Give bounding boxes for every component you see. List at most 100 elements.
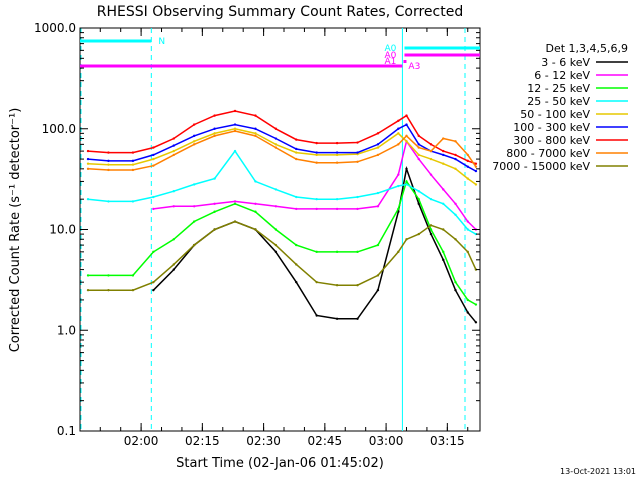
chart-title: RHESSI Observing Summary Count Rates, Co…	[97, 4, 463, 20]
series-point	[213, 127, 216, 130]
series-point	[274, 137, 278, 140]
series-point	[107, 163, 110, 166]
series-point	[474, 268, 478, 271]
x-tick-label: 02:00	[124, 434, 159, 448]
series-point	[86, 274, 90, 277]
series-point	[442, 137, 445, 140]
series-point	[405, 134, 408, 138]
series-point	[429, 173, 433, 176]
series-point	[466, 311, 469, 314]
series-point	[152, 207, 155, 211]
series-point	[254, 134, 257, 138]
series-point	[442, 188, 445, 191]
series-point	[417, 134, 420, 138]
series-point	[405, 114, 408, 117]
series-line-9	[88, 220, 477, 291]
series-point	[254, 127, 257, 130]
series-point	[315, 314, 318, 317]
series-point	[405, 167, 408, 171]
series-point	[295, 243, 298, 247]
flag-bar	[403, 60, 407, 63]
flag-label: N	[158, 37, 165, 47]
series-point	[254, 132, 257, 135]
series-point	[254, 202, 257, 205]
series-point	[454, 167, 457, 171]
legend-label: 3 - 6 keV	[541, 56, 590, 69]
series-point	[376, 153, 380, 157]
series-point	[295, 280, 298, 284]
series-point	[356, 207, 359, 211]
series-point	[152, 153, 155, 157]
series-point	[107, 159, 110, 163]
series-point	[417, 202, 420, 205]
series-point	[315, 151, 318, 154]
series-point	[429, 232, 433, 236]
series-point	[454, 238, 457, 241]
series-point	[405, 238, 408, 241]
series-point	[442, 149, 445, 153]
series-point	[131, 200, 135, 203]
series-point	[356, 141, 359, 144]
series-point	[172, 189, 175, 193]
series-point	[233, 123, 237, 126]
series-point	[376, 205, 380, 208]
series-point	[417, 189, 420, 193]
series-point	[213, 132, 216, 135]
series-point	[454, 288, 457, 292]
series-point	[192, 123, 196, 126]
series-point	[429, 228, 433, 231]
series-point	[397, 119, 400, 122]
series-point	[442, 162, 445, 165]
series-point	[474, 303, 478, 306]
series-point	[192, 243, 196, 247]
axes: 0.1 1.0 10.0 100.0 1000.0 02:00 02:15 02:30 02:4…	[34, 21, 480, 448]
series-line-7	[87, 110, 477, 165]
series-point	[295, 147, 298, 151]
series-point	[254, 180, 257, 183]
series-point	[172, 205, 175, 208]
series-line-2	[153, 139, 477, 231]
series-point	[405, 183, 408, 186]
series-point	[274, 250, 278, 254]
series-point	[405, 180, 408, 183]
series-point	[454, 157, 457, 161]
series-point	[295, 151, 298, 154]
series-point	[315, 197, 318, 201]
series-point	[172, 153, 175, 157]
series-point	[405, 140, 408, 143]
series-point	[417, 197, 420, 201]
series-point	[131, 168, 135, 172]
series-point	[417, 146, 420, 149]
series-point	[213, 210, 216, 213]
series-point	[86, 167, 90, 171]
series-point	[213, 202, 216, 205]
flag-label: A1	[384, 57, 396, 67]
series-point	[131, 274, 135, 277]
series-point	[295, 195, 298, 199]
series-point	[376, 288, 380, 292]
legend-label: 800 - 7000 keV	[506, 147, 590, 160]
series-line-8	[87, 130, 477, 171]
series-point	[335, 161, 339, 164]
series-point	[335, 207, 339, 211]
series-point	[274, 243, 278, 247]
series-point	[233, 127, 237, 130]
series-point	[474, 165, 478, 168]
legend-label: 12 - 25 keV	[527, 82, 590, 95]
series-point	[274, 228, 278, 231]
series-point	[356, 151, 359, 154]
series-point	[376, 143, 380, 146]
series-point	[233, 200, 237, 203]
series-point	[172, 149, 175, 153]
series-point	[335, 283, 339, 287]
series-point	[356, 160, 359, 163]
series-point	[254, 210, 257, 213]
series-point	[397, 250, 400, 254]
series-point	[376, 191, 380, 195]
series-point	[335, 197, 339, 201]
series-point	[233, 109, 237, 113]
y-tick-label: 1.0	[57, 323, 76, 337]
series-point	[172, 238, 175, 241]
series-point	[152, 164, 155, 167]
